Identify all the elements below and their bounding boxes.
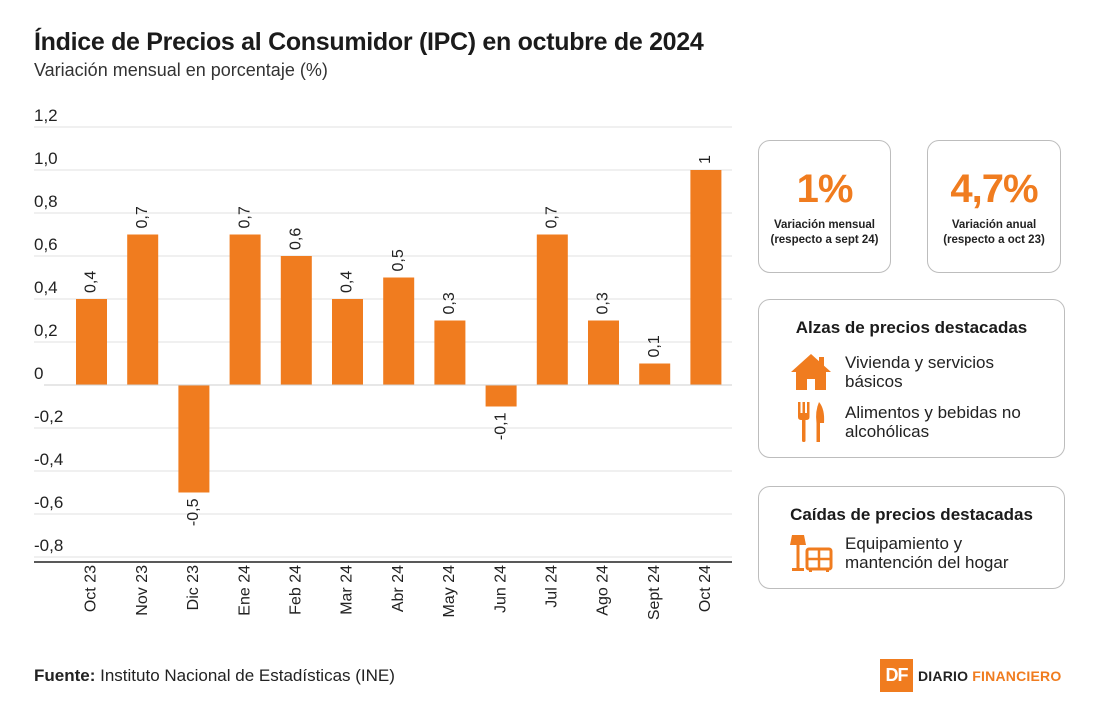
list-item: Vivienda y servicios básicos: [789, 352, 1045, 392]
bar: [690, 170, 722, 385]
list-item: Equipamiento y mantención del hogar: [789, 533, 1045, 573]
bar: [332, 299, 363, 385]
x-tick-label: Sept 24: [646, 565, 663, 620]
bar-value-label: 0,7: [134, 206, 151, 228]
price-falls-title: Caídas de precios destacadas: [790, 505, 1033, 524]
bar-value-label: 0,1: [646, 335, 663, 357]
kpi-annual-value: 4,7%: [950, 167, 1038, 211]
bar: [127, 234, 159, 385]
bar: [588, 320, 619, 385]
y-tick-label: 0,6: [34, 235, 58, 254]
bar: [383, 277, 415, 385]
x-tick-label: Oct 24: [697, 565, 714, 612]
bar: [229, 234, 261, 385]
y-tick-label: 0,4: [34, 278, 58, 297]
list-item-text: Equipamiento y mantención del hogar: [845, 534, 1009, 572]
bar: [280, 256, 312, 385]
source-label: Fuente:: [34, 666, 96, 685]
chart-title: Índice de Precios al Consumidor (IPC) en…: [34, 28, 704, 56]
y-tick-label: 0,2: [34, 321, 58, 340]
fork-knife-icon: [789, 402, 833, 442]
logo-name: DIARIO FINANCIERO: [918, 667, 1062, 684]
bar-value-label: 0,5: [390, 249, 407, 271]
x-tick-label: Oct 23: [83, 565, 100, 612]
list-item: Alimentos y bebidas no alcohólicas: [789, 402, 1045, 442]
y-tick-label: 1,2: [34, 106, 58, 125]
x-tick-label: Mar 24: [339, 565, 356, 615]
furniture-icon: [789, 533, 833, 573]
list-item-text: Alimentos y bebidas no alcohólicas: [845, 403, 1021, 441]
diario-financiero-logo: DF DIARIO FINANCIERO: [880, 659, 1061, 692]
bar-chart: 1,2 1,0 0,8 0,6 0,4 0,2 0 -0,2 -0,4 -0,6 -0,8 0,4 Oc…: [34, 106, 732, 620]
y-tick-label: 1,0: [34, 149, 58, 168]
y-tick-label: -0,4: [34, 450, 63, 469]
bar: [639, 363, 671, 385]
kpi-annual-label: Variación anual (respecto a oct 23): [943, 219, 1045, 246]
y-tick-label: 0: [34, 364, 43, 383]
bar-value-label: 0,7: [544, 206, 561, 228]
bar: [485, 385, 517, 407]
price-falls-card: Caídas de precios destacadas Equipamient…: [758, 486, 1065, 589]
bar-value-label: 0,3: [441, 292, 458, 314]
x-tick-label: Nov 23: [134, 565, 151, 616]
bar-value-label: 0,7: [236, 206, 253, 228]
kpi-annual-card: 4,7% Variación anual (respecto a oct 23): [927, 140, 1061, 273]
y-tick-label: -0,8: [34, 536, 63, 555]
bar-value-label: 0,6: [288, 228, 305, 250]
bar-value-label: 0,3: [595, 292, 612, 314]
bar: [434, 320, 466, 385]
logo-mark: DF: [880, 659, 913, 692]
y-tick-label: -0,2: [34, 407, 63, 426]
bar: [536, 234, 568, 385]
bar: [76, 299, 107, 385]
bar-value-label: 0,4: [339, 271, 356, 293]
source-text: Instituto Nacional de Estadísticas (INE): [100, 666, 395, 685]
y-tick-label: 0,8: [34, 192, 58, 211]
x-tick-label: Jun 24: [492, 565, 509, 613]
price-rises-card: Alzas de precios destacadas Vivienda y s…: [758, 299, 1065, 458]
kpi-monthly-card: 1% Variación mensual (respecto a sept 24): [758, 140, 891, 273]
price-rises-title: Alzas de precios destacadas: [795, 318, 1028, 337]
x-tick-label: Ago 24: [595, 565, 612, 616]
x-tick-label: Ene 24: [236, 565, 253, 616]
x-tick-label: Feb 24: [288, 565, 305, 615]
x-tick-label: Abr 24: [390, 565, 407, 612]
bar-value-label: -0,1: [492, 412, 509, 440]
kpi-monthly-value: 1%: [796, 167, 854, 211]
bar-value-label: 0,4: [83, 271, 100, 293]
house-icon: [789, 352, 833, 392]
x-tick-label: Jul 24: [544, 565, 561, 608]
list-item-text: Vivienda y servicios básicos: [845, 353, 994, 391]
x-tick-label: Dic 23: [185, 565, 202, 610]
y-tick-label: -0,6: [34, 493, 63, 512]
bar-value-label: 1: [697, 155, 714, 164]
bar-value-label: -0,5: [185, 498, 202, 526]
kpi-monthly-label: Variación mensual (respecto a sept 24): [770, 219, 879, 246]
source-note: Fuente: Instituto Nacional de Estadístic…: [34, 666, 395, 686]
chart-subtitle: Variación mensual en porcentaje (%): [34, 60, 328, 80]
x-tick-label: May 24: [441, 565, 458, 618]
bar: [178, 385, 210, 493]
